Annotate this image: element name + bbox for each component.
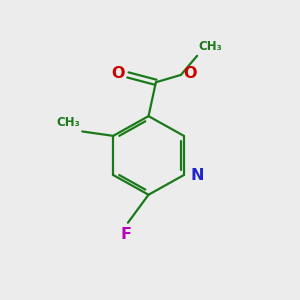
- Text: O: O: [183, 66, 197, 81]
- Text: F: F: [121, 227, 132, 242]
- Text: N: N: [190, 167, 204, 182]
- Text: CH₃: CH₃: [199, 40, 222, 53]
- Text: CH₃: CH₃: [56, 116, 80, 128]
- Text: O: O: [111, 66, 124, 81]
